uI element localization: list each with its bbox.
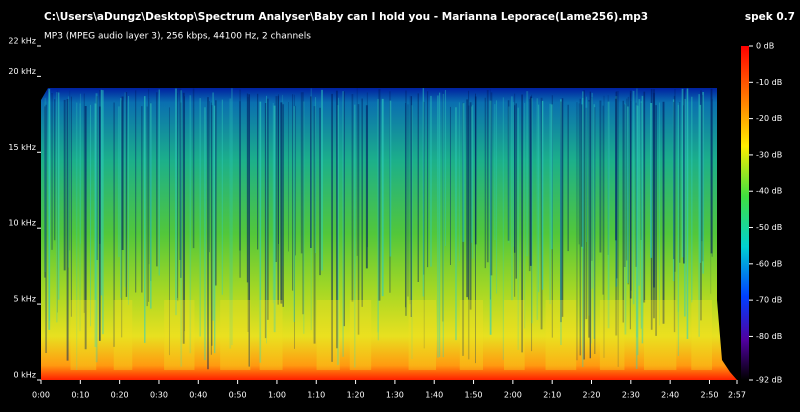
colorbar-tick-label: -80 dB — [756, 332, 782, 341]
texture-band — [349, 300, 372, 370]
file-title: C:\Users\aDungz\Desktop\Spectrum Analyse… — [44, 11, 648, 23]
x-tick-label: 1:30 — [386, 391, 404, 400]
x-tick-label: 0:40 — [189, 391, 207, 400]
texture-band — [70, 300, 97, 370]
texture-band — [599, 300, 625, 370]
texture-band — [220, 300, 251, 370]
texture-band — [545, 300, 577, 370]
texture-band — [259, 300, 283, 370]
x-tick-label: 0:30 — [150, 391, 168, 400]
texture-band — [164, 300, 195, 370]
y-tick-label: 15 kHz — [8, 143, 36, 152]
colorbar-tick-label: -30 dB — [756, 150, 782, 159]
texture-band — [408, 300, 437, 370]
y-tick-label: 22 kHz — [8, 37, 36, 46]
spectrogram — [41, 88, 737, 380]
x-tick-label: 2:57 — [728, 391, 746, 400]
x-tick-label: 2:20 — [583, 391, 601, 400]
x-tick-label: 2:30 — [622, 391, 640, 400]
y-tick-label: 10 kHz — [8, 219, 36, 228]
texture-band — [459, 300, 484, 370]
x-tick-label: 2:00 — [504, 391, 522, 400]
app-label: spek 0.7 — [745, 11, 795, 23]
colorbar-tick-label: -50 dB — [756, 223, 782, 232]
colorbar-tick-label: -20 dB — [756, 114, 782, 123]
x-tick-label: 1:00 — [268, 391, 286, 400]
x-tick-label: 1:10 — [307, 391, 325, 400]
texture-band — [113, 300, 133, 370]
x-tick-label: 1:20 — [347, 391, 365, 400]
x-tick-label: 0:10 — [71, 391, 89, 400]
colorbar-tick-label: -10 dB — [756, 78, 782, 87]
colorbar-tick-label: -70 dB — [756, 296, 782, 305]
colorbar-tick-label: -92 dB — [756, 376, 782, 385]
x-tick-label: 2:50 — [700, 391, 718, 400]
x-tick-label: 0:00 — [32, 391, 50, 400]
x-tick-label: 1:40 — [425, 391, 443, 400]
x-tick-label: 0:20 — [111, 391, 129, 400]
y-tick-label: 0 kHz — [14, 371, 36, 380]
x-tick-label: 0:50 — [229, 391, 247, 400]
texture-band — [691, 300, 713, 370]
x-tick-label: 2:10 — [543, 391, 561, 400]
y-tick-label: 20 kHz — [8, 67, 36, 76]
file-info: MP3 (MPEG audio layer 3), 256 kbps, 4410… — [44, 32, 311, 42]
texture-band — [503, 300, 525, 370]
x-tick-label: 2:40 — [661, 391, 679, 400]
colorbar-tick-label: -60 dB — [756, 259, 782, 268]
x-tick-label: 1:50 — [465, 391, 483, 400]
color-bar — [741, 46, 749, 380]
colorbar-tick-label: 0 dB — [756, 42, 774, 51]
colorbar-tick-label: -40 dB — [756, 187, 782, 196]
y-tick-label: 5 kHz — [14, 295, 36, 304]
texture-band — [643, 300, 677, 370]
texture-band — [316, 300, 340, 370]
